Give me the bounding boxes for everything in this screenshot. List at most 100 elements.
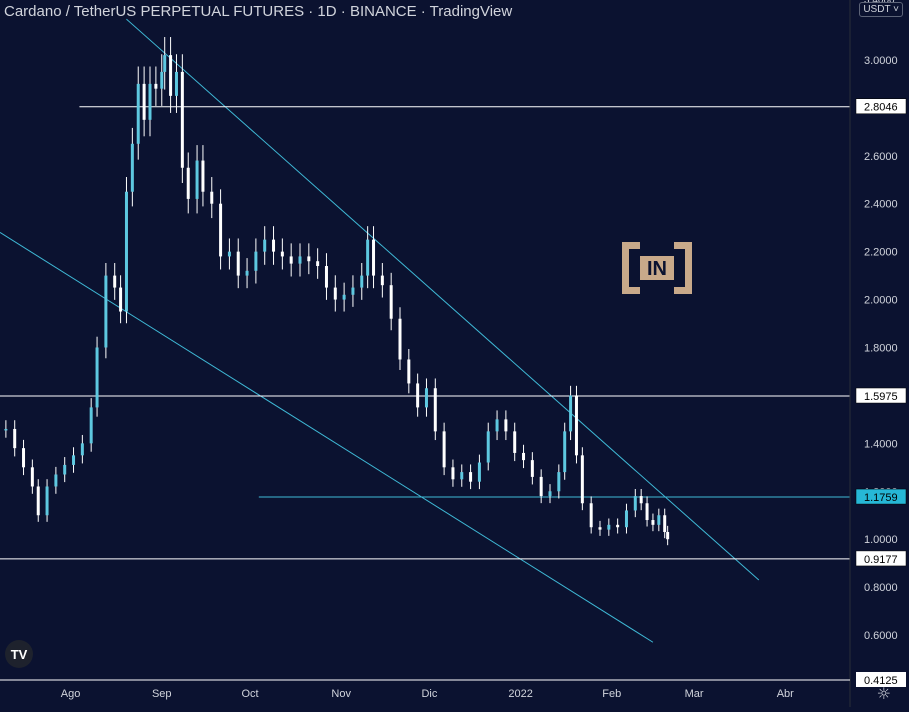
candle-body <box>280 251 284 257</box>
candle-body <box>163 55 167 72</box>
candle-body <box>174 71 178 96</box>
x-tick-label: 2022 <box>508 688 532 700</box>
candle-body <box>254 251 258 271</box>
candle-body <box>657 515 661 525</box>
tradingview-logo-icon[interactable]: TV <box>5 640 33 668</box>
candle-body <box>589 503 593 528</box>
currency-selector-button[interactable]: USDT ˅ <box>859 2 903 17</box>
watermark-text: IN <box>647 258 667 280</box>
candle-body <box>210 191 214 204</box>
candle-body <box>236 251 240 276</box>
level-price-label: 2.8046 <box>864 102 898 114</box>
candle-body <box>574 395 578 456</box>
candle-body <box>54 474 58 487</box>
candle-body <box>569 395 573 432</box>
bottom-price-label: 0.4125 <box>864 675 898 687</box>
level-price-box <box>855 488 907 505</box>
x-tick-label: Feb <box>602 688 621 700</box>
y-tick-label: 1.4000 <box>864 438 898 450</box>
candle-body <box>372 239 376 276</box>
candle-body <box>307 256 311 262</box>
candle-body <box>460 472 464 480</box>
candle-body <box>89 407 93 444</box>
candle-body <box>504 419 508 432</box>
candle-body <box>548 491 552 497</box>
level-price-label: 1.5975 <box>864 391 898 403</box>
candle-body <box>666 532 670 540</box>
candle-body <box>72 455 76 465</box>
candle-body <box>389 285 393 319</box>
candle-body <box>316 261 320 267</box>
candle-body <box>245 270 249 276</box>
y-tick-label: 2.0000 <box>864 295 898 307</box>
candle-body <box>63 464 67 475</box>
candle-body <box>513 431 517 453</box>
candle-body <box>398 318 402 360</box>
settings-gear-icon[interactable]: ☼ <box>876 684 891 703</box>
candle-body <box>442 431 446 468</box>
candle-body <box>80 443 84 456</box>
candle-body <box>324 266 328 288</box>
candle-body <box>624 510 628 528</box>
beincrypto-logo: IN <box>618 238 696 298</box>
y-tick-label: 3.0000 <box>864 55 898 67</box>
level-price-box <box>855 550 907 567</box>
candle-body <box>136 83 140 144</box>
candle-body <box>36 486 40 516</box>
candle-body <box>160 71 164 89</box>
candle-body <box>45 486 49 516</box>
candle-body <box>227 251 231 257</box>
candle-body <box>451 467 455 480</box>
candle-body <box>180 71 184 168</box>
candle-body <box>639 496 643 504</box>
candle-body <box>195 160 199 199</box>
candle-body <box>186 167 190 199</box>
candle-body <box>169 55 173 96</box>
candle-body <box>477 462 481 482</box>
level-lines-layer <box>0 106 850 560</box>
candle-body <box>663 515 667 533</box>
candle-body <box>530 460 534 477</box>
candle-body <box>360 275 364 288</box>
candle-body <box>142 83 146 120</box>
chart-title: Cardano / TetherUS PERPETUAL FUTURES · 1… <box>4 3 513 20</box>
candle-body <box>522 452 526 461</box>
candle-body <box>289 256 293 264</box>
candle-body <box>616 524 620 528</box>
candle-body <box>433 388 437 432</box>
trendlines-layer <box>0 18 760 643</box>
candle-body <box>598 527 602 530</box>
x-tick-label: Ago <box>61 688 81 700</box>
candle-body <box>580 455 584 504</box>
x-tick-label: Mar <box>685 688 704 700</box>
candle-body <box>633 496 637 511</box>
x-tick-label: Oct <box>241 688 258 700</box>
candle-body <box>298 256 302 264</box>
candle-body <box>407 359 411 384</box>
x-tick-label: Nov <box>331 688 351 700</box>
candle-body <box>607 524 611 530</box>
x-tick-label: Dic <box>421 688 437 700</box>
candle-body <box>119 287 123 312</box>
y-tick-label: 0.6000 <box>864 630 898 642</box>
level-price-label: 0.9177 <box>864 554 898 566</box>
candle-body <box>469 472 473 482</box>
candle-body <box>148 83 152 120</box>
x-tick-label: Abr <box>777 688 794 700</box>
candle-body <box>333 287 337 300</box>
candle-body <box>154 83 158 89</box>
level-price-label: 1.1759 <box>864 492 898 504</box>
candle-body <box>416 383 420 408</box>
candle-body <box>651 520 655 525</box>
candle-body <box>645 503 649 521</box>
candle-body <box>22 448 26 468</box>
candle-body <box>563 431 567 473</box>
candle-body <box>201 160 205 192</box>
y-tick-label: 1.0000 <box>864 534 898 546</box>
y-tick-label: 0.8000 <box>864 582 898 594</box>
candle-body <box>342 294 346 300</box>
level-price-box <box>855 98 907 114</box>
